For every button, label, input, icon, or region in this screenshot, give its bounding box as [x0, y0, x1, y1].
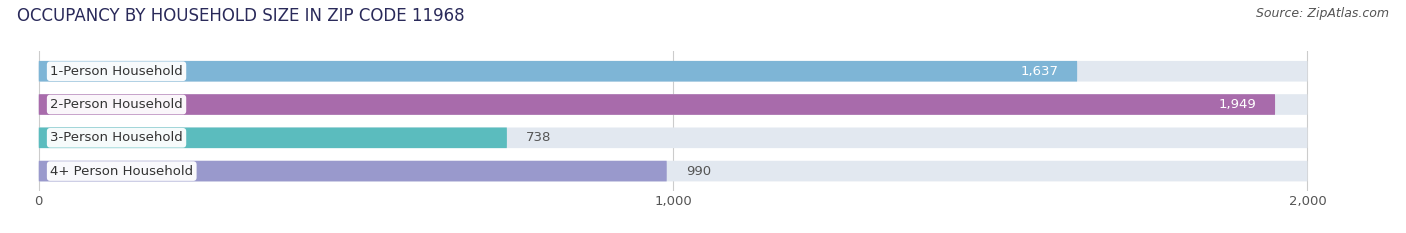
- Text: 738: 738: [526, 131, 551, 144]
- Text: Source: ZipAtlas.com: Source: ZipAtlas.com: [1256, 7, 1389, 20]
- Text: OCCUPANCY BY HOUSEHOLD SIZE IN ZIP CODE 11968: OCCUPANCY BY HOUSEHOLD SIZE IN ZIP CODE …: [17, 7, 464, 25]
- Text: 1,637: 1,637: [1021, 65, 1059, 78]
- FancyBboxPatch shape: [39, 127, 1308, 148]
- Text: 1-Person Household: 1-Person Household: [51, 65, 183, 78]
- FancyBboxPatch shape: [39, 61, 1308, 82]
- FancyBboxPatch shape: [39, 94, 1308, 115]
- FancyBboxPatch shape: [39, 61, 1077, 82]
- Text: 990: 990: [686, 164, 711, 178]
- FancyBboxPatch shape: [39, 127, 508, 148]
- FancyBboxPatch shape: [39, 161, 666, 182]
- FancyBboxPatch shape: [39, 161, 1308, 182]
- FancyBboxPatch shape: [39, 94, 1275, 115]
- Text: 3-Person Household: 3-Person Household: [51, 131, 183, 144]
- Text: 1,949: 1,949: [1218, 98, 1256, 111]
- Text: 4+ Person Household: 4+ Person Household: [51, 164, 193, 178]
- Text: 2-Person Household: 2-Person Household: [51, 98, 183, 111]
